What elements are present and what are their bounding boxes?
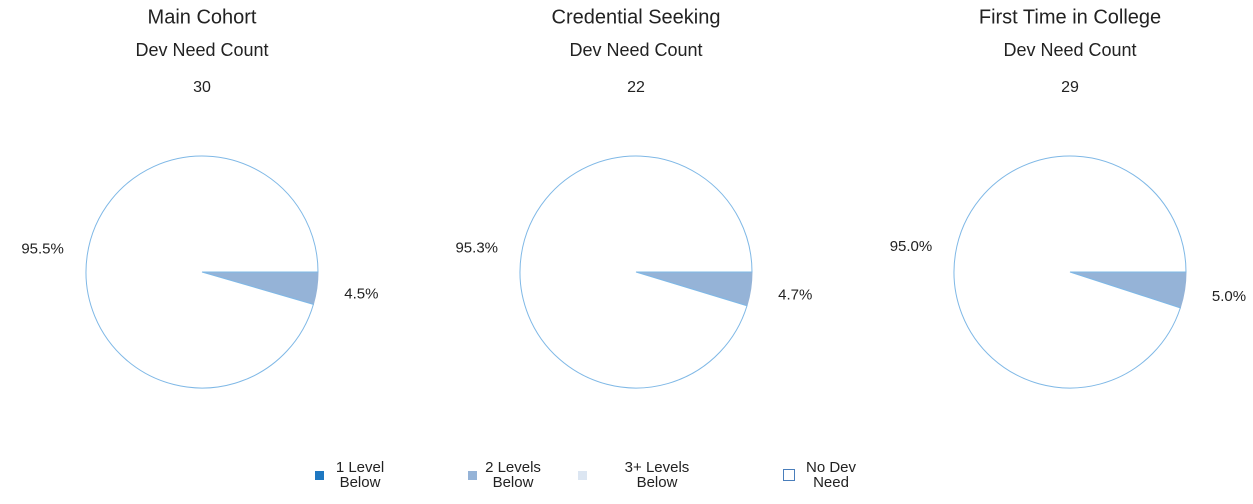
chart-title: Credential Seeking [552,6,721,28]
legend-label: 3+ Levels Below [624,459,690,491]
legend-swatch [783,469,795,481]
chart-subtitle: Dev Need Count [569,40,702,60]
slice-label: 4.7% [778,287,812,304]
chart-subtitle: Dev Need Count [1003,40,1136,60]
chart-title: First Time in College [979,6,1161,28]
pie-slice [519,155,753,389]
count: 22 [627,79,645,96]
legend-item: 3+ Levels Below [578,460,697,490]
legend-label: No Dev Need [805,459,857,491]
slice-label: 95.3% [455,239,498,256]
slice-label: 5.0% [1212,288,1246,305]
count: 29 [1061,79,1079,96]
legend-label: 2 Levels Below [485,459,541,491]
charts: Main Cohort Dev Need Count 30 4.5% 95.5% Cred… [21,6,1246,389]
chart-subtitle: Dev Need Count [135,40,268,60]
legend-swatch [578,470,587,480]
legend-swatch [315,470,324,480]
pie-slice [953,155,1187,389]
slice-label: 95.5% [21,240,64,257]
legend-item: 2 Levels Below [468,460,544,490]
slice-label: 4.5% [344,286,378,303]
slice-label: 95.0% [890,238,933,255]
pie-slice [85,155,319,389]
legend-swatch [468,470,477,480]
count: 30 [193,79,211,96]
legend-item: 1 Level Below [315,460,391,490]
legend-item: No Dev Need [783,460,862,490]
legend-label: 1 Level Below [335,459,385,491]
chart-title: Main Cohort [148,6,257,28]
